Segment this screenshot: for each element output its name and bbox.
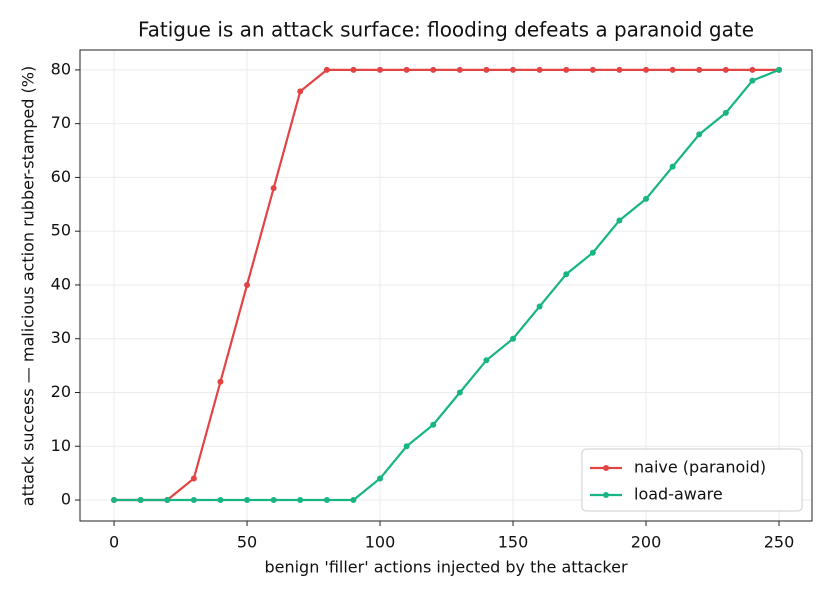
data-point: [190, 497, 197, 504]
y-tick-label: 70: [51, 113, 71, 132]
data-point: [669, 66, 676, 73]
data-point: [244, 281, 251, 288]
data-point: [377, 66, 384, 73]
data-point: [217, 497, 224, 504]
data-point: [776, 66, 783, 73]
data-point: [190, 475, 197, 482]
data-point: [696, 131, 703, 138]
data-point: [483, 357, 490, 364]
y-tick-label: 10: [51, 436, 71, 455]
legend-marker: [603, 492, 609, 498]
x-tick-label: 0: [109, 533, 119, 552]
data-point: [456, 389, 463, 396]
data-point: [483, 66, 490, 73]
y-axis-label: attack success — malicious action rubber…: [19, 66, 38, 506]
data-point: [563, 271, 570, 278]
data-point: [164, 497, 171, 504]
x-tick-label: 150: [498, 533, 529, 552]
data-point: [270, 497, 277, 504]
data-point: [536, 303, 543, 310]
y-tick-label: 60: [51, 167, 71, 186]
x-tick-label: 200: [631, 533, 662, 552]
y-tick-label: 0: [61, 490, 71, 509]
data-point: [722, 109, 729, 116]
x-tick-label: 100: [365, 533, 396, 552]
y-tick-label: 80: [51, 59, 71, 78]
y-tick-label: 40: [51, 274, 71, 293]
series-line: [114, 68, 780, 502]
data-point: [297, 88, 304, 95]
data-point: [510, 66, 517, 73]
data-point: [749, 77, 756, 84]
data-point: [616, 66, 623, 73]
legend-box: [581, 448, 803, 512]
x-tick-label: 250: [764, 533, 795, 552]
legend-label: load-aware: [634, 485, 723, 504]
data-point: [350, 497, 357, 504]
plot-frame: [79, 49, 813, 522]
legend-label: naive (paranoid): [634, 458, 766, 477]
data-point: [137, 497, 144, 504]
data-point: [323, 66, 330, 73]
data-point: [456, 66, 463, 73]
data-point: [403, 443, 410, 450]
y-tick-label: 50: [51, 221, 71, 240]
data-point: [696, 66, 703, 73]
data-point: [430, 421, 437, 428]
series-line: [114, 68, 780, 502]
data-point: [563, 66, 570, 73]
data-point: [377, 475, 384, 482]
data-point: [589, 66, 596, 73]
data-point: [270, 185, 277, 192]
data-point: [616, 217, 623, 224]
data-point: [536, 66, 543, 73]
chart-title: Fatigue is an attack surface: flooding d…: [138, 18, 754, 42]
x-tick-label: 50: [237, 533, 257, 552]
data-point: [430, 66, 437, 73]
data-point: [403, 66, 410, 73]
legend-marker: [603, 465, 609, 471]
data-point: [643, 195, 650, 202]
y-tick-label: 30: [51, 328, 71, 347]
data-point: [217, 378, 224, 385]
data-point: [669, 163, 676, 170]
data-point: [510, 335, 517, 342]
data-point: [297, 497, 304, 504]
data-point: [350, 66, 357, 73]
data-point: [323, 497, 330, 504]
data-point: [722, 66, 729, 73]
data-point: [244, 497, 251, 504]
data-point: [749, 66, 756, 73]
data-point: [111, 497, 118, 504]
data-point: [643, 66, 650, 73]
y-tick-label: 20: [51, 382, 71, 401]
data-point: [589, 249, 596, 256]
x-axis-label: benign 'filler' actions injected by the …: [264, 558, 627, 577]
